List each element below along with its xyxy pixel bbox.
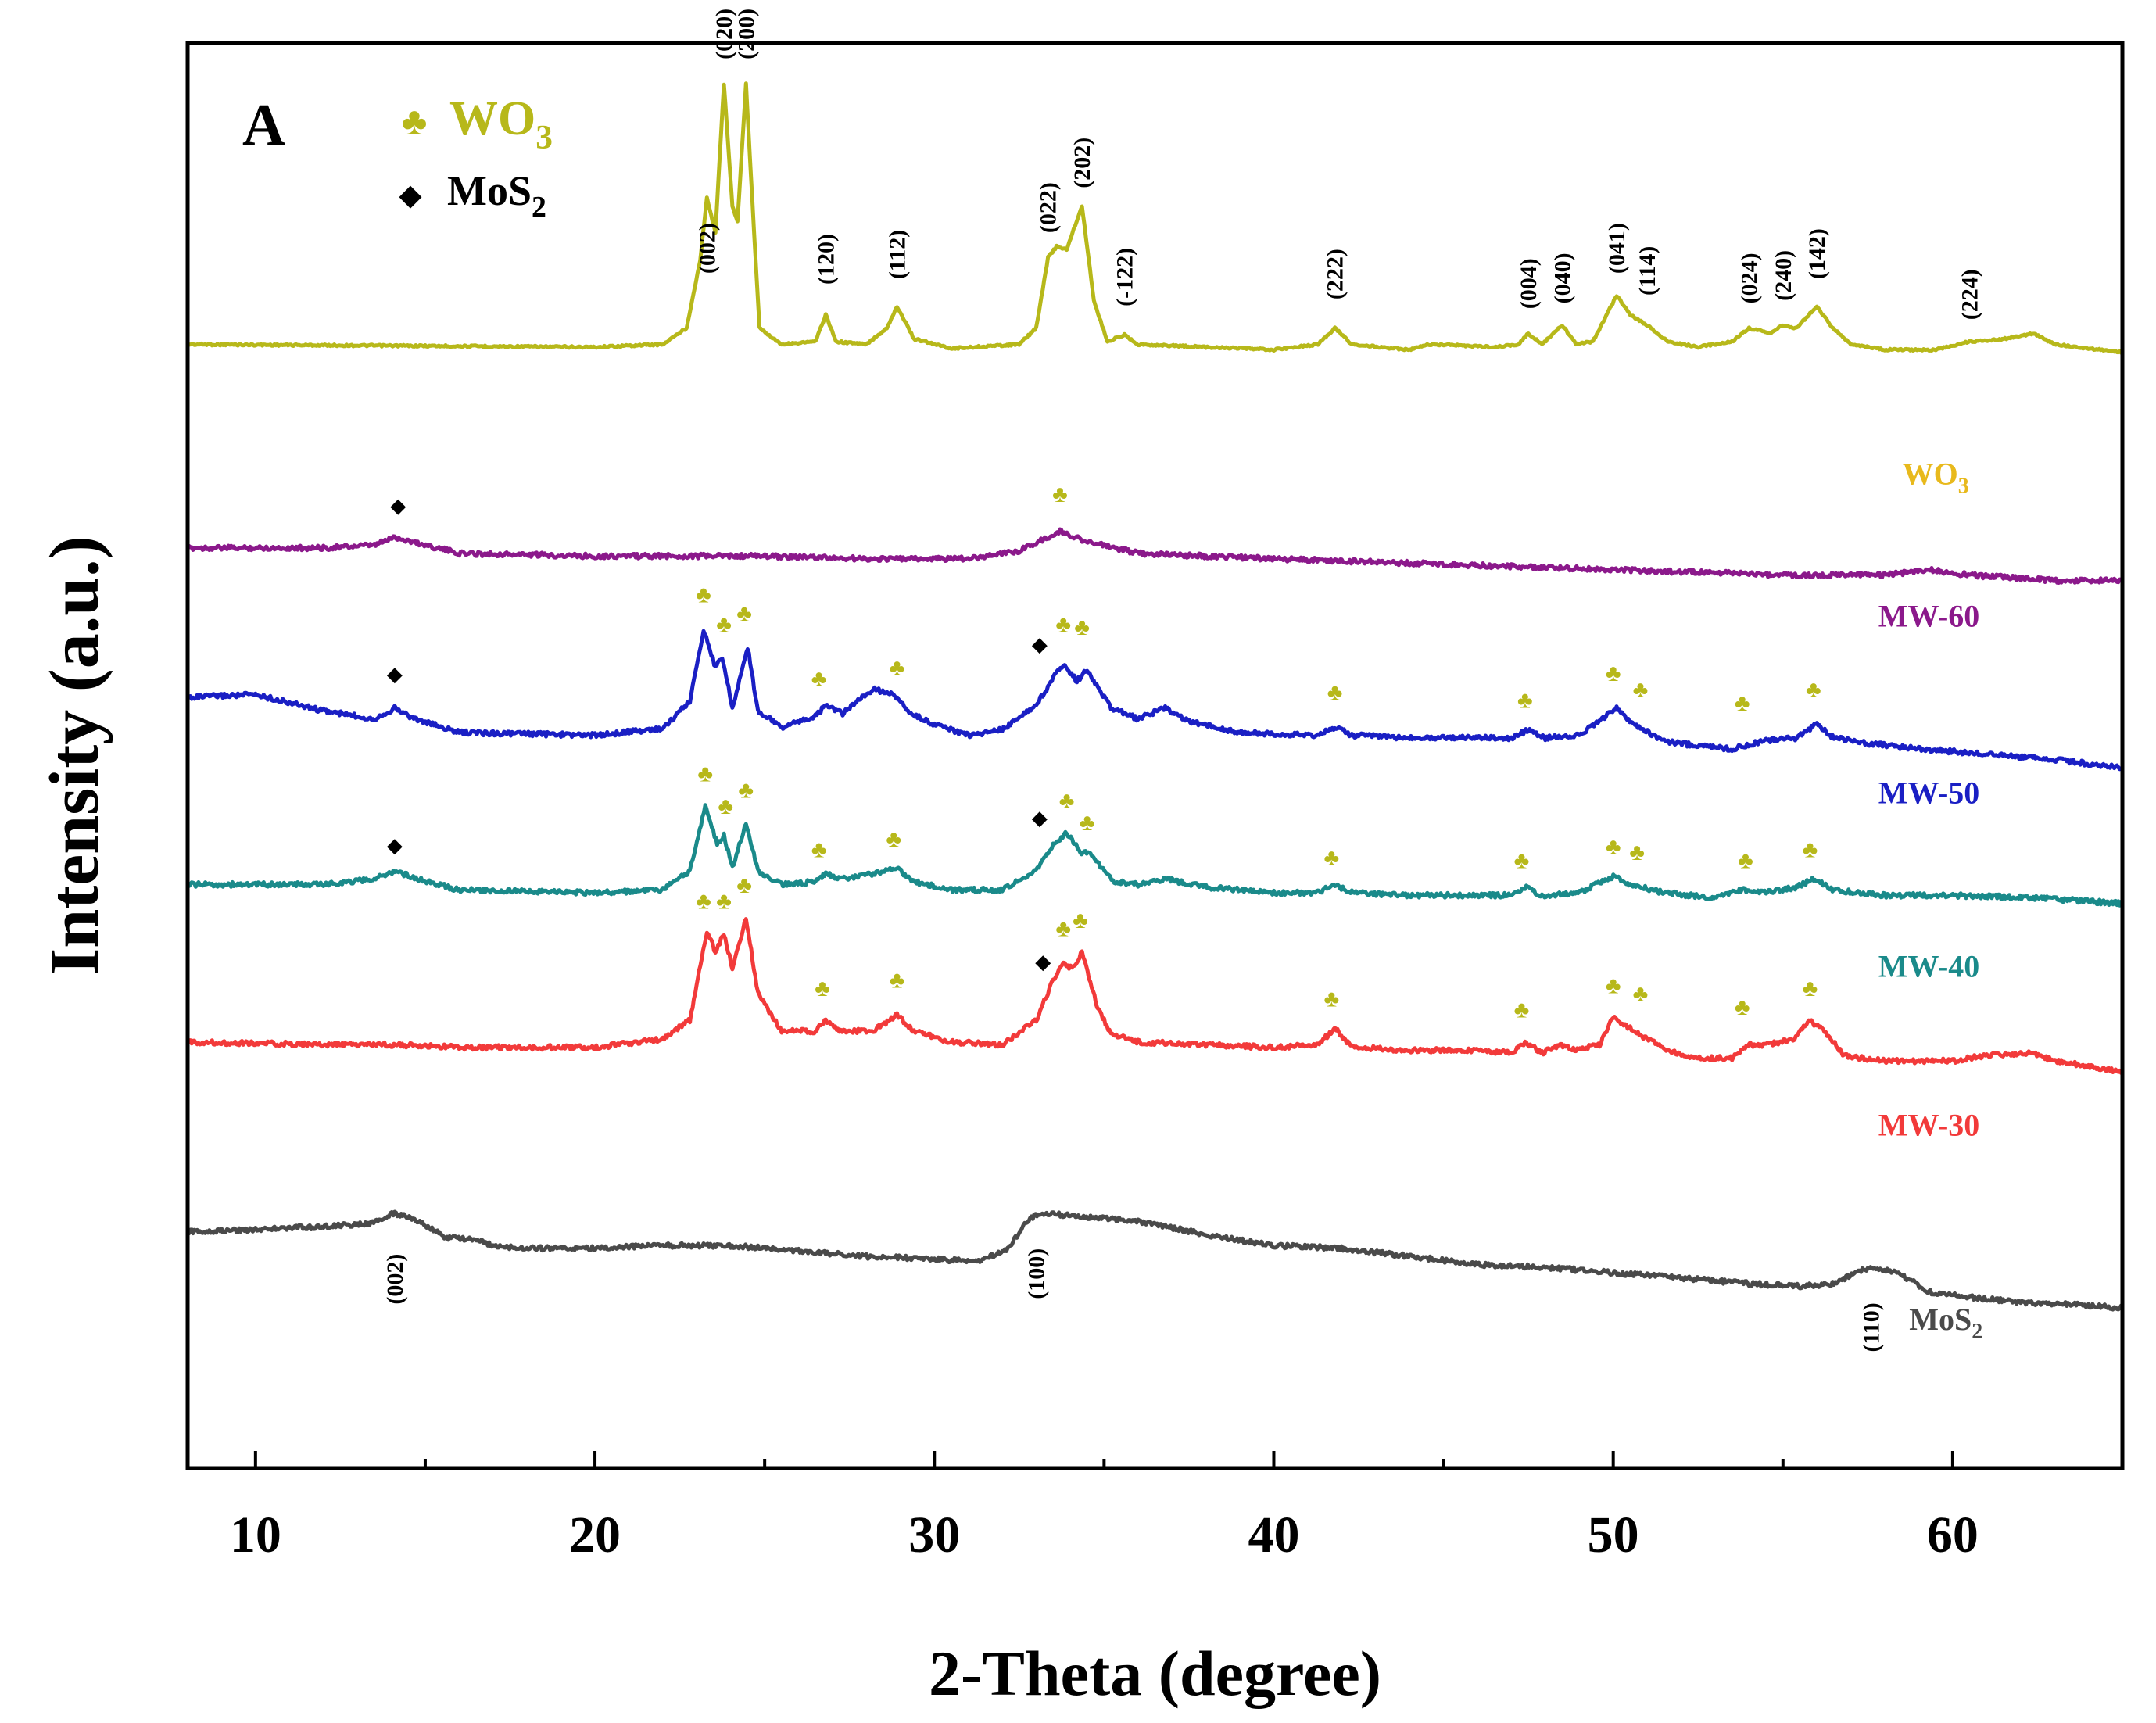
wo3-marker-icon: ♣ [1080, 810, 1095, 836]
x-tick-label: 20 [569, 1506, 621, 1564]
peak-label: (041) [1604, 223, 1630, 274]
wo3-marker-icon: ♣ [1055, 915, 1071, 941]
peak-label: (110) [1859, 1302, 1885, 1352]
peak-label: (142) [1804, 228, 1830, 279]
legend-wo3-label: WO3 [449, 92, 553, 156]
series-label-mw-60: MW-60 [1878, 599, 1980, 634]
legend-mos2-label: MoS2 [447, 167, 546, 224]
mos2-marker-icon: ◆ [390, 495, 406, 518]
wo3-marker-icon: ♣ [886, 826, 901, 852]
peak-label: (040) [1550, 253, 1576, 303]
wo3-marker-icon: ♣ [1059, 788, 1075, 814]
plot-frame [185, 41, 2125, 1470]
series-label-mos2: MoS2 [1909, 1302, 1982, 1344]
peak-label: (002) [382, 1254, 408, 1305]
series-group [185, 81, 2125, 1312]
series-line-mw-30 [185, 917, 2125, 1075]
wo3-marker-icon: ♣ [1803, 976, 1818, 1001]
series-label-mw-50: MW-50 [1878, 775, 1980, 810]
wo3-marker-icon: ♣ [811, 837, 827, 863]
peak-label: (100) [1024, 1248, 1050, 1299]
peak-label: (114) [1635, 246, 1660, 296]
wo3-marker-icon: ♣ [1633, 981, 1649, 1007]
mos2-marker-icon: ◆ [1035, 951, 1051, 973]
peak-label: (240) [1771, 250, 1796, 301]
wo3-marker-icon: ♣ [815, 976, 830, 1001]
wo3-marker-icon: ♣ [1055, 612, 1071, 638]
wo3-marker-icon: ♣ [1514, 998, 1530, 1023]
peak-label: (-122) [1112, 248, 1137, 306]
mos2-marker-icon: ◆ [387, 834, 403, 857]
peak-label: (020) [711, 9, 737, 59]
wo3-marker-icon: ♣ [696, 889, 711, 915]
legend-wo3-icon: ♣ [402, 99, 428, 143]
x-tick-label: 30 [908, 1506, 960, 1564]
wo3-marker-icon: ♣ [716, 612, 732, 638]
series-line-mw-40 [185, 803, 2125, 908]
legend: A ♣ WO3 ◆ MoS2 [242, 92, 553, 224]
wo3-marker-icon: ♣ [1074, 614, 1090, 640]
series-label-mw-30: MW-30 [1878, 1108, 1980, 1143]
peak-label: (002) [694, 223, 720, 274]
panel-label: A [242, 92, 285, 158]
wo3-marker-icon: ♣ [1606, 973, 1621, 998]
peak-label: (222) [1323, 249, 1348, 299]
peak-label: (120) [813, 234, 839, 285]
x-tick-label: 50 [1588, 1506, 1639, 1564]
wo3-marker-icon: ♣ [1633, 677, 1649, 703]
wo3-marker-icon: ♣ [1327, 679, 1343, 705]
peak-label: (224) [1957, 269, 1983, 320]
series-label-wo3: WO3 [1903, 456, 1969, 498]
wo3-marker-icon: ♣ [1629, 840, 1645, 865]
peak-label: (024) [1736, 253, 1762, 303]
y-axis-title: Intensity (a.u.) [36, 536, 113, 976]
wo3-marker-icon: ♣ [890, 967, 905, 993]
wo3-marker-icon: ♣ [718, 793, 733, 819]
peak-label: (004) [1516, 258, 1542, 309]
wo3-marker-icon: ♣ [811, 666, 827, 692]
wo3-marker-icon: ♣ [1323, 845, 1339, 871]
wo3-marker-icon: ♣ [890, 655, 905, 681]
wo3-marker-icon: ♣ [1738, 848, 1753, 874]
series-line-wo3 [185, 81, 2125, 355]
peak-label: (200) [733, 9, 759, 59]
wo3-marker-icon: ♣ [697, 761, 713, 786]
peak-label: (112) [885, 230, 911, 279]
x-tick-label: 40 [1248, 1506, 1299, 1564]
wo3-marker-icon: ♣ [1806, 677, 1821, 703]
wo3-marker-icon: ♣ [1052, 482, 1068, 507]
wo3-marker-icon: ♣ [1606, 661, 1621, 686]
mos2-marker-icon: ◆ [1032, 807, 1048, 829]
wo3-marker-icon: ♣ [1803, 837, 1818, 863]
series-label-mw-40: MW-40 [1878, 948, 1980, 983]
axes-group: 10 20 30 40 50 60 2-Theta (degree) Intensity (a… [36, 41, 2125, 1709]
series-line-mw-60 [185, 527, 2125, 585]
wo3-marker-icon: ♣ [696, 582, 711, 607]
mos2-marker-icon: ◆ [387, 663, 403, 686]
wo3-marker-icon: ♣ [1514, 848, 1530, 874]
legend-mos2-icon: ◆ [399, 179, 422, 212]
wo3-marker-icon: ♣ [736, 872, 752, 898]
wo3-marker-icon: ♣ [716, 889, 732, 915]
wo3-marker-icon: ♣ [1735, 690, 1750, 716]
wo3-marker-icon: ♣ [736, 601, 752, 627]
wo3-marker-icon: ♣ [1606, 834, 1621, 860]
x-axis-title: 2-Theta (degree) [929, 1638, 1381, 1709]
wo3-marker-icon: ♣ [1073, 908, 1088, 933]
peak-label: (022) [1036, 182, 1062, 233]
x-tick-label: 10 [230, 1506, 281, 1564]
series-line-mos2 [185, 1209, 2125, 1312]
mos2-marker-icon: ◆ [1032, 633, 1048, 656]
wo3-marker-icon: ♣ [1517, 688, 1533, 714]
peak-label: (202) [1069, 138, 1095, 188]
wo3-marker-icon: ♣ [738, 777, 754, 803]
x-tick-label: 60 [1927, 1506, 1979, 1564]
wo3-marker-icon: ♣ [1323, 987, 1339, 1012]
series-line-mw-50 [185, 629, 2125, 772]
wo3-marker-icon: ♣ [1735, 994, 1750, 1020]
